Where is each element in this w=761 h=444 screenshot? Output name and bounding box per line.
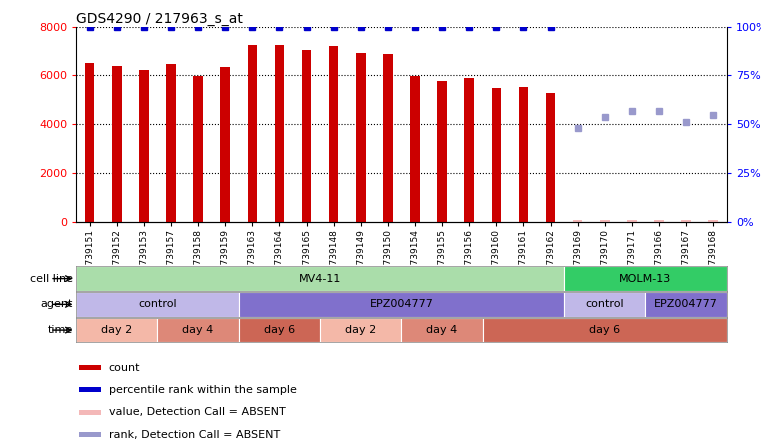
Bar: [239, 318, 320, 342]
Bar: [645, 292, 727, 317]
Text: rank, Detection Call = ABSENT: rank, Detection Call = ABSENT: [109, 430, 280, 440]
Bar: [600, 220, 610, 222]
Bar: [76, 318, 158, 342]
Bar: [329, 46, 339, 222]
Text: day 4: day 4: [183, 325, 214, 335]
Bar: [158, 318, 239, 342]
Bar: [320, 318, 402, 342]
Bar: [79, 410, 100, 415]
Text: EPZ004777: EPZ004777: [370, 299, 433, 309]
Bar: [247, 45, 257, 222]
Bar: [402, 318, 482, 342]
Text: cell line: cell line: [30, 274, 73, 284]
Text: day 2: day 2: [345, 325, 377, 335]
Bar: [708, 220, 718, 222]
Bar: [438, 81, 447, 222]
Text: time: time: [48, 325, 73, 335]
Text: value, Detection Call = ABSENT: value, Detection Call = ABSENT: [109, 407, 285, 417]
Text: GDS4290 / 217963_s_at: GDS4290 / 217963_s_at: [76, 12, 243, 26]
Bar: [166, 63, 176, 222]
Text: agent: agent: [40, 299, 73, 309]
Bar: [112, 66, 122, 222]
Text: count: count: [109, 363, 140, 373]
Bar: [76, 266, 564, 291]
Bar: [383, 54, 393, 222]
Bar: [79, 387, 100, 392]
Bar: [85, 63, 94, 222]
Text: control: control: [138, 299, 177, 309]
Bar: [76, 292, 239, 317]
Bar: [482, 318, 727, 342]
Bar: [193, 76, 203, 222]
Bar: [573, 220, 582, 222]
Bar: [410, 76, 420, 222]
Bar: [627, 220, 637, 222]
Bar: [356, 52, 365, 222]
Text: day 6: day 6: [264, 325, 295, 335]
Bar: [681, 220, 691, 222]
Text: control: control: [585, 299, 624, 309]
Bar: [239, 292, 564, 317]
Text: percentile rank within the sample: percentile rank within the sample: [109, 385, 297, 395]
Bar: [302, 50, 311, 222]
Text: MV4-11: MV4-11: [299, 274, 341, 284]
Bar: [564, 292, 645, 317]
Bar: [221, 67, 230, 222]
Text: day 4: day 4: [426, 325, 457, 335]
Text: MOLM-13: MOLM-13: [619, 274, 671, 284]
Text: EPZ004777: EPZ004777: [654, 299, 718, 309]
Bar: [492, 88, 501, 222]
Text: day 6: day 6: [589, 325, 620, 335]
Bar: [464, 78, 474, 222]
Bar: [546, 93, 556, 222]
Text: day 2: day 2: [101, 325, 132, 335]
Bar: [79, 432, 100, 437]
Bar: [654, 220, 664, 222]
Bar: [564, 266, 727, 291]
Bar: [275, 45, 284, 222]
Bar: [139, 70, 148, 222]
Bar: [519, 87, 528, 222]
Bar: [79, 365, 100, 370]
